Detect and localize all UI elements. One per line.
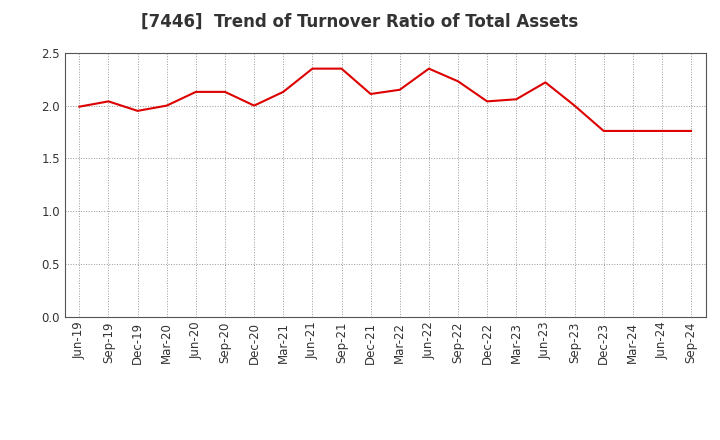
Text: [7446]  Trend of Turnover Ratio of Total Assets: [7446] Trend of Turnover Ratio of Total … <box>141 13 579 31</box>
